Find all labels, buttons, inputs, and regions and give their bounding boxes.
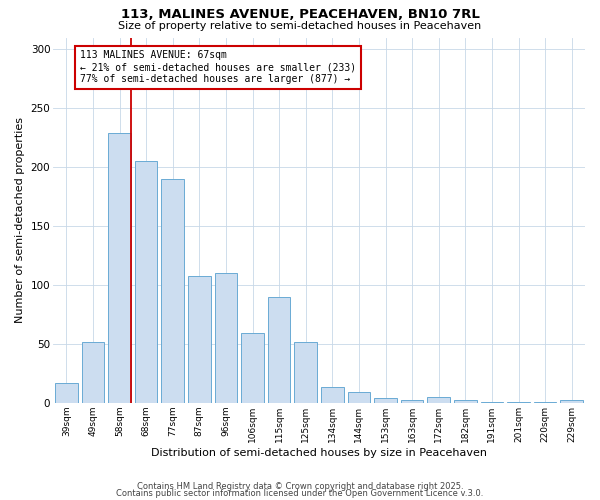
Bar <box>135 161 157 403</box>
Bar <box>560 400 583 403</box>
Text: 113, MALINES AVENUE, PEACEHAVEN, BN10 7RL: 113, MALINES AVENUE, PEACEHAVEN, BN10 7R… <box>121 8 479 20</box>
X-axis label: Distribution of semi-detached houses by size in Peacehaven: Distribution of semi-detached houses by … <box>151 448 487 458</box>
Bar <box>507 402 530 403</box>
Bar <box>401 400 424 403</box>
Text: 113 MALINES AVENUE: 67sqm
← 21% of semi-detached houses are smaller (233)
77% of: 113 MALINES AVENUE: 67sqm ← 21% of semi-… <box>80 50 356 84</box>
Bar <box>268 296 290 403</box>
Text: Contains HM Land Registry data © Crown copyright and database right 2025.: Contains HM Land Registry data © Crown c… <box>137 482 463 491</box>
Bar <box>55 383 77 403</box>
Bar <box>481 402 503 403</box>
Bar <box>374 398 397 403</box>
Bar <box>347 392 370 403</box>
Bar <box>321 388 344 403</box>
Text: Contains public sector information licensed under the Open Government Licence v.: Contains public sector information licen… <box>116 488 484 498</box>
Bar <box>108 133 131 403</box>
Y-axis label: Number of semi-detached properties: Number of semi-detached properties <box>15 117 25 323</box>
Bar <box>82 342 104 403</box>
Bar <box>188 276 211 403</box>
Bar <box>427 397 450 403</box>
Bar <box>534 402 556 403</box>
Bar <box>215 273 237 403</box>
Bar <box>241 334 264 403</box>
Bar <box>161 179 184 403</box>
Bar <box>454 400 476 403</box>
Bar <box>295 342 317 403</box>
Text: Size of property relative to semi-detached houses in Peacehaven: Size of property relative to semi-detach… <box>118 21 482 31</box>
